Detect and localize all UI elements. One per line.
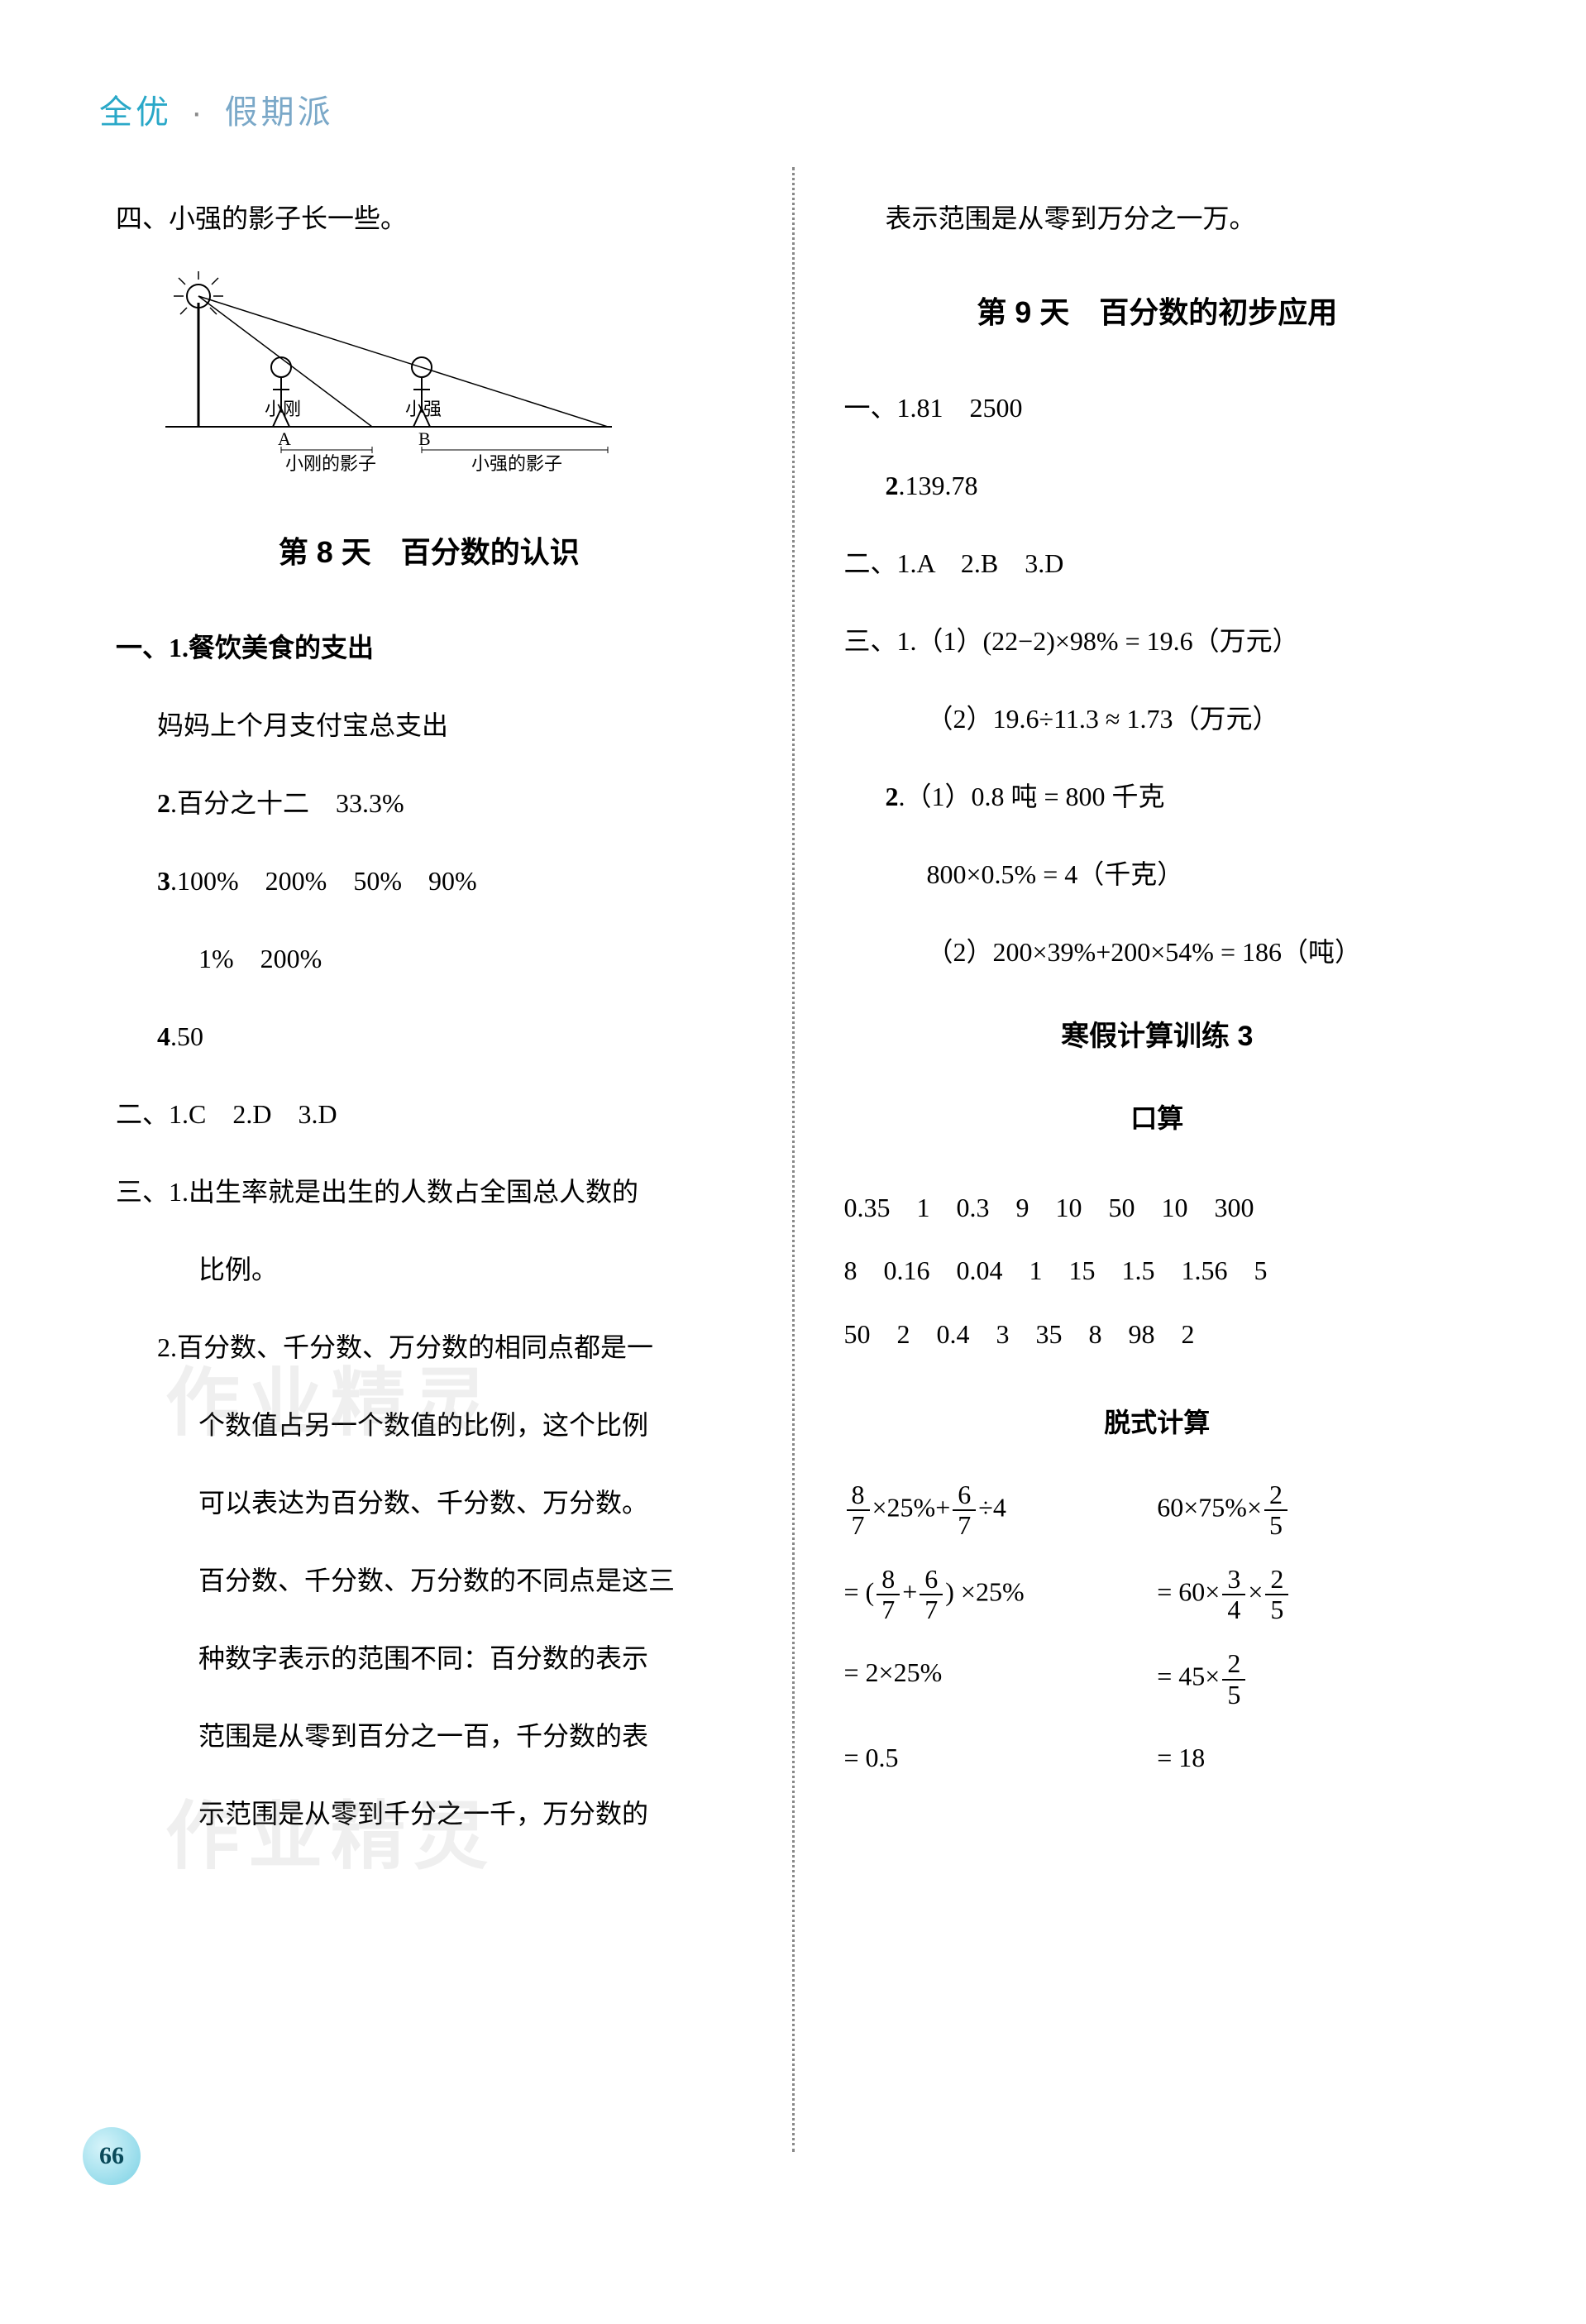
calc-expr: = 45×25	[1157, 1649, 1470, 1709]
answer-line: 种数字表示的范围不同：百分数的表示	[116, 1632, 743, 1685]
calc-row: = 0.5 = 18	[844, 1734, 1471, 1782]
answer-line: 3.100% 200% 50% 90%	[116, 854, 743, 907]
answer-line: 三、1.出生率就是出生的人数占全国总人数的	[116, 1165, 743, 1218]
answer-line: 三、1.（1）(22−2)×98% = 19.6（万元）	[844, 614, 1471, 667]
diagram-point-b: B	[418, 428, 431, 449]
answer-line: 表示范围是从零到万分之一万。	[844, 192, 1471, 245]
oral-row: 0.35 1 0.3 9 10 50 10 300	[844, 1176, 1471, 1240]
header-brand-2: 假期派	[225, 94, 334, 131]
training-title: 寒假计算训练 3	[844, 1011, 1471, 1062]
oral-row: 8 0.16 0.04 1 15 1.5 1.56 5	[844, 1239, 1471, 1303]
diagram-name-1: 小刚	[265, 399, 301, 419]
diagram-shadow-1: 小刚的影子	[285, 453, 376, 474]
diagram-point-a: A	[278, 428, 291, 449]
calc-row: 87×25%+67÷4 60×75%×25	[844, 1480, 1471, 1540]
answer-line: 2.百分数、千分数、万分数的相同点都是一	[116, 1321, 743, 1374]
oral-title: 口算	[844, 1095, 1471, 1143]
answer-line: 一、1.餐饮美食的支出	[116, 621, 743, 674]
answer-line: （2）200×39%+200×54% = 186（吨）	[844, 925, 1471, 978]
page-number: 66	[83, 2127, 141, 2185]
page-header: 全优 · 假期派	[99, 83, 1487, 142]
answer-line: 示范围是从零到千分之一千，万分数的	[116, 1787, 743, 1840]
diagram-shadow-2: 小强的影子	[471, 453, 562, 474]
calc-expr: = 2×25%	[844, 1649, 1158, 1709]
calc-expr: = 60×34×25	[1157, 1565, 1470, 1624]
step-calc-title: 脱式计算	[844, 1399, 1471, 1447]
answer-line: 百分数、千分数、万分数的不同点是这三	[116, 1554, 743, 1607]
calc-row: = 2×25% = 45×25	[844, 1649, 1471, 1709]
answer-line: 比例。	[116, 1243, 743, 1296]
answer-line: 22.百分之十二 33.3%.百分之十二 33.3%	[116, 777, 743, 830]
answer-line: 可以表达为百分数、千分数、万分数。	[116, 1476, 743, 1529]
calc-expr: = 18	[1157, 1734, 1470, 1782]
column-divider	[792, 167, 795, 2152]
answer-line: 妈妈上个月支付宝总支出	[116, 699, 743, 752]
oral-answers: 0.35 1 0.3 9 10 50 10 300 8 0.16 0.04 1 …	[844, 1176, 1471, 1366]
answer-line: 2.（1）0.8 吨 = 800 千克	[844, 770, 1471, 823]
answer-line: 2.139.78	[844, 459, 1471, 512]
header-dot: ·	[191, 94, 205, 131]
right-column: 表示范围是从零到万分之一万。 第 9 天 百分数的初步应用 一、1.81 250…	[828, 167, 1488, 2152]
answer-line: （2）19.6÷11.3 ≈ 1.73（万元）	[844, 692, 1471, 745]
shadow-diagram: A B 小刚 小强 小刚的影子 小强的影子	[149, 270, 628, 485]
left-column: 四、小强的影子长一些。	[99, 167, 759, 2152]
calc-expr: 87×25%+67÷4	[844, 1480, 1158, 1540]
diagram-name-2: 小强	[405, 399, 442, 419]
answer-line: 800×0.5% = 4（千克）	[844, 848, 1471, 901]
header-brand-1: 全优	[99, 94, 172, 131]
answer-line: 二、1.A 2.B 3.D	[844, 537, 1471, 590]
answer-line: 范围是从零到百分之一百，千分数的表	[116, 1710, 743, 1762]
answer-line: 1% 200%	[116, 932, 743, 985]
day9-title: 第 9 天 百分数的初步应用	[844, 286, 1471, 340]
calc-expr: = (87+67) ×25%	[844, 1565, 1158, 1624]
answer-line: 四、小强的影子长一些。	[116, 192, 743, 245]
oral-row: 50 2 0.4 3 35 8 98 2	[844, 1303, 1471, 1366]
content-columns: 四、小强的影子长一些。	[99, 167, 1487, 2152]
answer-line: 二、1.C 2.D 3.D	[116, 1088, 743, 1140]
day8-title: 第 8 天 百分数的认识	[116, 526, 743, 580]
answer-line: 个数值占另一个数值的比例，这个比例	[116, 1399, 743, 1451]
calc-expr: 60×75%×25	[1157, 1480, 1470, 1540]
answer-line: 4.50	[116, 1010, 743, 1063]
calc-row: = (87+67) ×25% = 60×34×25	[844, 1565, 1471, 1624]
calc-expr: = 0.5	[844, 1734, 1158, 1782]
answer-line: 一、1.81 2500	[844, 381, 1471, 434]
